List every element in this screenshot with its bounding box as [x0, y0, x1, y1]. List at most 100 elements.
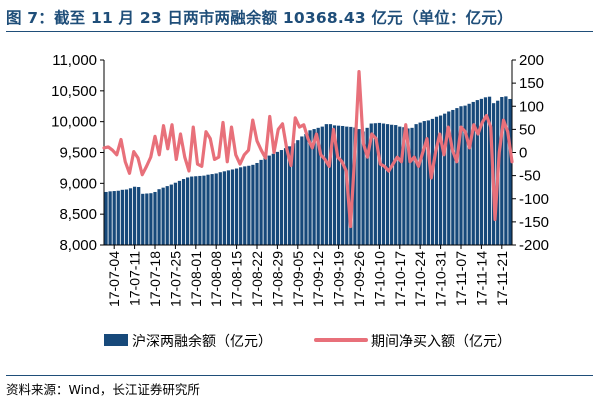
balance-bar: [414, 124, 418, 245]
right-tick-label: 100: [519, 98, 544, 115]
balance-bar: [349, 126, 353, 245]
balance-bar: [239, 167, 243, 245]
balance-bar: [206, 174, 210, 245]
balance-bar: [226, 170, 231, 245]
x-tick-label: 17-07-25: [167, 251, 183, 307]
left-tick-label: 11,000: [52, 52, 97, 69]
balance-bar: [402, 127, 406, 245]
balance-bar: [116, 190, 120, 245]
balance-bar: [385, 124, 390, 245]
balance-bar: [410, 127, 414, 245]
left-tick-label: 10,500: [51, 83, 97, 100]
right-tick-label: 50: [519, 121, 536, 138]
balance-bar: [500, 97, 504, 245]
balance-bar: [279, 150, 284, 245]
balance-bar: [288, 146, 292, 245]
balance-bar: [312, 129, 316, 245]
balance-bar: [149, 193, 153, 245]
legend-label-netbuy: 期间净买入额（亿元）: [371, 334, 511, 350]
right-tick-label: 150: [519, 75, 544, 92]
balance-bar: [292, 143, 296, 245]
x-tick-label: 17-07-04: [106, 251, 122, 307]
right-tick-label: -50: [519, 168, 541, 185]
balance-bar: [434, 116, 439, 245]
balance-bar: [222, 171, 226, 245]
balance-bar: [161, 187, 165, 245]
x-tick-label: 17-10-24: [412, 251, 428, 307]
balance-bar: [112, 191, 116, 245]
balance-bar: [369, 123, 373, 245]
balance-bar: [381, 123, 386, 245]
balance-bar: [271, 153, 275, 245]
left-tick-label: 8,000: [59, 237, 97, 254]
source-divider: [6, 375, 593, 376]
balance-bar: [186, 177, 190, 245]
line-series: [102, 69, 514, 229]
x-tick-label: 17-08-22: [249, 251, 265, 307]
balance-bar: [169, 184, 173, 245]
balance-bar: [202, 175, 206, 246]
x-tick-label: 17-08-29: [269, 251, 285, 307]
chart-title: 图 7：截至 11 月 23 日两市两融余额 10368.43 亿元（单位：亿元…: [6, 9, 513, 27]
balance-bar: [124, 189, 129, 245]
balance-bar: [508, 98, 512, 245]
balance-bar: [104, 191, 108, 245]
balance-bar: [357, 129, 361, 245]
balance-bar: [398, 126, 402, 245]
balance-bar: [132, 186, 137, 245]
balance-bar: [406, 128, 410, 245]
left-tick-label: 10,000: [51, 114, 97, 131]
balance-bar: [259, 159, 263, 245]
x-tick-label: 17-07-11: [127, 251, 143, 306]
right-tick-label: -150: [519, 214, 549, 231]
balance-bar: [108, 191, 112, 245]
balance-bar: [194, 176, 198, 245]
left-tick-label: 9,000: [59, 175, 97, 192]
balance-bar: [181, 179, 186, 245]
balance-bar: [137, 187, 141, 245]
left-tick-label: 9,500: [59, 145, 97, 162]
balance-bar: [377, 122, 382, 245]
balance-bar: [283, 148, 288, 245]
balance-bar: [300, 136, 304, 245]
bar-series: [104, 96, 512, 246]
balance-bar: [230, 169, 235, 245]
balance-bar: [463, 105, 467, 245]
balance-bar: [304, 134, 308, 245]
balance-bar: [177, 180, 182, 245]
x-axis: 17-07-04 17-07-11 17-07-18 17-07-25 17-08-01…: [104, 244, 512, 307]
balance-bar: [198, 175, 202, 245]
balance-bar: [145, 193, 149, 245]
balance-bar: [190, 176, 194, 245]
balance-bar: [426, 120, 430, 245]
balance-bar: [455, 108, 459, 245]
balance-bar: [247, 165, 251, 245]
balance-bar: [275, 151, 280, 245]
x-tick-label: 17-08-15: [229, 251, 245, 307]
balance-bar: [479, 98, 484, 245]
balance-bar: [128, 188, 133, 245]
balance-bar: [267, 155, 271, 245]
balance-bar: [394, 125, 398, 245]
balance-bar: [483, 97, 488, 245]
source-note: 资料来源：Wind，长江证券研究所: [6, 382, 200, 397]
balance-bar: [467, 103, 471, 245]
balance-bar: [353, 127, 357, 245]
balance-bar: [255, 162, 259, 245]
x-tick-label: 17-10-17: [392, 251, 408, 307]
balance-bar: [443, 113, 447, 246]
right-tick-label: 200: [519, 52, 544, 69]
balance-bar: [316, 127, 320, 245]
net-buy-line: [102, 69, 514, 229]
balance-bar: [296, 140, 300, 245]
balance-bar: [504, 96, 508, 245]
balance-bar: [120, 189, 124, 245]
balance-bar: [365, 127, 369, 245]
x-tick-label: 17-08-01: [188, 251, 204, 307]
balance-bar: [361, 131, 365, 245]
x-tick-label: 17-11-07: [453, 251, 469, 306]
legend: 沪深两融余额（亿元） 期间净买入额（亿元）: [104, 333, 511, 350]
balance-bar: [320, 126, 324, 245]
left-y-axis: 8,000 8,500 9,000 9,500 10,000 10,500 11,000: [51, 52, 105, 254]
balance-bar: [141, 193, 145, 245]
